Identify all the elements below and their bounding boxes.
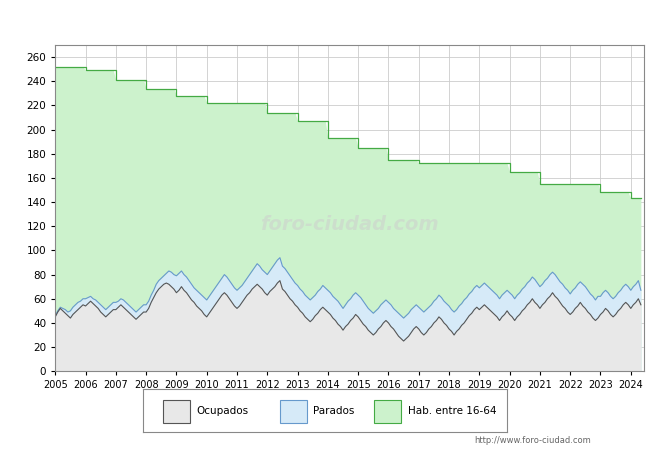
Text: foro-ciudad.com: foro-ciudad.com	[260, 215, 439, 234]
Text: Hab. entre 16-64: Hab. entre 16-64	[408, 405, 497, 416]
Bar	[280, 400, 307, 423]
Text: Ocupados: Ocupados	[197, 405, 249, 416]
Text: Parados: Parados	[313, 405, 355, 416]
Text: http://www.foro-ciudad.com: http://www.foro-ciudad.com	[474, 436, 592, 445]
Bar	[163, 400, 190, 423]
Text: Villanueva de San Carlos - Evolucion de la poblacion en edad de Trabajar Mayo de: Villanueva de San Carlos - Evolucion de …	[66, 12, 584, 25]
Bar	[374, 400, 402, 423]
